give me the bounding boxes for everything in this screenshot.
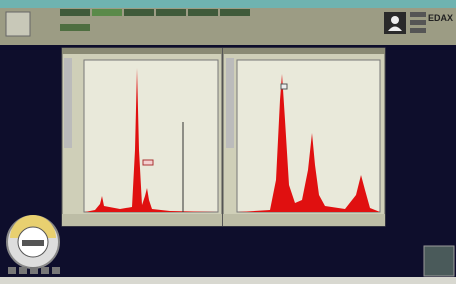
tab[interactable]: [124, 9, 154, 16]
title-bar: [0, 0, 456, 8]
spectrum-panel-right: [223, 48, 385, 226]
app-logo: [6, 12, 30, 36]
panel-tools[interactable]: [226, 58, 234, 148]
tab[interactable]: [60, 9, 90, 16]
button[interactable]: [41, 267, 49, 274]
user-head: [391, 16, 399, 24]
tab[interactable]: [220, 9, 250, 16]
tab[interactable]: [92, 9, 122, 16]
button[interactable]: [8, 267, 16, 274]
menu-button[interactable]: [410, 28, 426, 33]
peak-label: [143, 160, 153, 165]
tab[interactable]: [156, 9, 186, 16]
peak-label: [281, 84, 287, 89]
tab[interactable]: [188, 9, 218, 16]
gauge: [7, 215, 59, 268]
status-bar: [0, 277, 456, 284]
menu-button[interactable]: [410, 20, 426, 25]
thumbnail[interactable]: [424, 246, 454, 276]
edax-app-window: EDAX: [0, 0, 456, 284]
button[interactable]: [30, 267, 38, 274]
brand: EDAX: [428, 13, 453, 23]
button[interactable]: [19, 267, 27, 274]
panel-tools[interactable]: [64, 58, 72, 148]
menu-button[interactable]: [410, 12, 426, 17]
bottom-buttons: [8, 267, 60, 274]
plot-area: [84, 60, 218, 212]
spectrum-panel-left: [62, 48, 222, 226]
sub-tab[interactable]: [60, 24, 90, 31]
button[interactable]: [52, 267, 60, 274]
